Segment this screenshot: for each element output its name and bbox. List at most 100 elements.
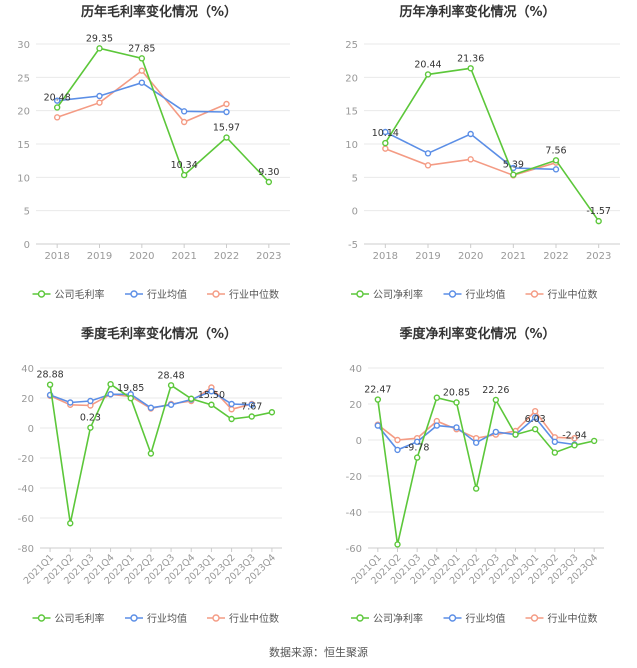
data-label: 10.34 — [171, 160, 198, 171]
legend-swatch-dot — [37, 290, 46, 298]
y-tick-label: -60 — [18, 514, 34, 525]
data-point — [87, 424, 94, 431]
data-point — [424, 162, 432, 169]
x-tick-label: 2021 — [501, 251, 526, 262]
data-label: 21.36 — [457, 53, 484, 64]
series-line-0 — [56, 47, 270, 183]
data-label: 20.48 — [44, 92, 71, 103]
data-point — [472, 485, 480, 492]
x-tick-label: 2022 — [214, 251, 239, 262]
data-point — [394, 541, 401, 548]
data-point — [248, 401, 255, 408]
chart-title: 季度毛利率变化情况（%） — [80, 326, 237, 342]
chart-quarterly-gross-margin: 季度毛利率变化情况（%） -80 -60 -40 -20 0 20 40 2021Q1 2021Q… — [0, 322, 318, 644]
data-point — [492, 396, 500, 404]
data-point — [53, 114, 61, 121]
data-point — [467, 156, 474, 163]
chart-title: 历年净利率变化情况（%） — [399, 4, 555, 20]
data-label: 28.48 — [157, 370, 184, 381]
data-point — [248, 413, 255, 420]
data-source-note: 数据来源：恒生聚源 — [269, 646, 368, 659]
legend-swatch-dot — [37, 614, 46, 622]
x-tick-label: 2020 — [129, 251, 154, 262]
data-point — [96, 99, 103, 106]
x-tick-label: 2020 — [458, 251, 483, 262]
legend-swatch-dot — [448, 614, 457, 622]
data-point — [208, 401, 215, 408]
legend-swatch-dot — [530, 290, 539, 298]
data-point — [433, 394, 441, 401]
y-tick-label: 40 — [349, 364, 362, 375]
data-point — [551, 438, 559, 446]
data-label: 6.03 — [525, 414, 546, 425]
y-tick-label: -60 — [346, 544, 362, 555]
legend-swatch-dot — [212, 614, 220, 622]
data-point — [228, 400, 235, 408]
chart-title: 历年毛利率变化情况（%） — [81, 4, 237, 20]
y-tick-label: 15 — [17, 140, 30, 151]
data-point — [223, 100, 230, 108]
legend-swatch-dot — [130, 614, 138, 622]
data-point — [147, 404, 155, 411]
y-tick-label: -40 — [346, 508, 362, 519]
chart-annual-gross-margin: 历年毛利率变化情况（%） 0 5 10 15 20 25 30 2018 2019 2020 2021… — [0, 0, 318, 322]
data-label: -9.78 — [405, 443, 430, 454]
data-point — [492, 428, 500, 436]
y-tick-label: 20 — [345, 73, 358, 84]
data-point — [510, 171, 517, 178]
data-point — [424, 71, 432, 78]
data-point — [167, 382, 175, 389]
y-tick-label: 25 — [17, 73, 30, 84]
data-point — [531, 414, 539, 421]
data-point — [268, 409, 276, 416]
data-label: 20.85 — [443, 387, 470, 398]
data-point — [223, 134, 230, 141]
data-point — [374, 422, 382, 429]
x-tick-label: 2019 — [87, 251, 112, 262]
data-point — [67, 520, 74, 527]
series-line-1 — [384, 131, 557, 171]
data-point — [552, 166, 560, 173]
y-tick-label: -5 — [348, 240, 358, 251]
data-point — [531, 425, 539, 433]
series-line-0 — [49, 383, 273, 524]
data-point — [531, 407, 539, 415]
data-label: 29.35 — [86, 33, 113, 44]
data-label: 9.30 — [258, 167, 279, 178]
data-point — [413, 454, 421, 461]
legend-label: 行业中位数 — [548, 612, 598, 625]
legend-label: 公司净利率 — [373, 612, 423, 625]
data-point — [413, 438, 421, 446]
data-point — [552, 157, 560, 164]
data-point — [188, 395, 195, 402]
y-tick-label: 5 — [352, 173, 358, 184]
data-label: 10.14 — [372, 128, 399, 139]
data-label: 27.85 — [128, 43, 155, 54]
y-tick-label: 30 — [17, 40, 30, 51]
y-tick-label: 25 — [345, 40, 358, 51]
legend-label: 行业均值 — [147, 612, 187, 625]
y-tick-label: 10 — [17, 173, 30, 184]
x-tick-label: 2023 — [586, 251, 611, 262]
y-tick-label: -20 — [346, 472, 362, 483]
data-point — [228, 406, 235, 413]
data-label: 22.47 — [364, 385, 391, 396]
data-point — [107, 381, 114, 388]
legend-label: 公司毛利率 — [55, 288, 105, 301]
legend-label: 行业均值 — [466, 288, 506, 301]
data-point — [138, 67, 146, 74]
y-tick-label: 20 — [17, 107, 30, 118]
chart-svg-annual-gross-margin: 历年毛利率变化情况（%） 0 5 10 15 20 25 30 2018 2019 2020 2021… — [17, 4, 290, 301]
data-label: 22.26 — [482, 385, 509, 396]
chart-title: 季度净利率变化情况（%） — [398, 326, 555, 342]
data-label: 7.67 — [241, 401, 262, 412]
data-point — [571, 442, 578, 449]
data-point — [467, 65, 474, 72]
chart-annual-net-margin: 历年净利率变化情况（%） -5 0 5 10 15 20 25 2018 2019 2020 2021… — [318, 0, 637, 322]
data-point — [228, 415, 235, 423]
legend-swatch-dot — [448, 290, 457, 298]
data-point — [453, 399, 460, 406]
y-tick-label: 40 — [21, 364, 34, 375]
data-point — [571, 434, 578, 442]
x-tick-label: 2018 — [373, 251, 398, 262]
